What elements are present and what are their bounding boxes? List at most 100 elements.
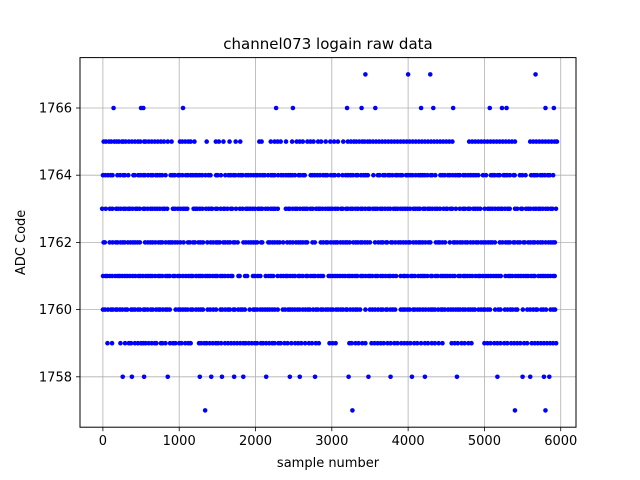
data-point [124,307,130,312]
data-point [354,273,360,279]
data-point [417,206,423,212]
data-point [546,374,552,380]
data-point [431,105,436,111]
data-point [275,206,281,212]
data-point [435,273,440,279]
data-point [532,273,538,279]
data-point [380,240,386,245]
data-point [330,307,336,312]
data-point [520,172,525,178]
data-point [382,172,388,178]
data-point [527,374,533,380]
data-point [554,139,560,144]
data-point [498,340,503,346]
data-point [188,139,193,144]
y-axis-label: ADC Code [14,210,29,275]
data-point [197,374,203,380]
data-point [205,240,210,245]
data-point [275,273,280,279]
data-point [367,206,373,212]
data-point [487,307,493,312]
data-point [289,340,294,346]
data-point [327,139,333,144]
data-point [504,105,509,111]
data-point [497,172,502,178]
data-point [312,240,318,245]
data-point [273,105,279,111]
data-point [467,206,473,212]
data-point [324,172,330,178]
data-point [304,240,310,245]
data-point [372,240,378,245]
data-point [167,273,172,279]
data-point [192,240,198,245]
data-point [302,172,308,178]
data-point [242,307,248,312]
data-point [262,172,268,178]
data-point [312,273,318,279]
data-point [225,206,230,212]
data-point [534,307,540,312]
data-point [505,340,510,346]
data-point [333,340,338,346]
data-point [280,240,286,245]
data-point [381,340,387,346]
data-point [305,273,310,279]
data-point [335,139,341,144]
data-point [223,172,228,178]
data-point [218,340,224,346]
data-point [122,240,128,245]
data-point [215,172,221,178]
data-point [278,340,283,346]
data-point [237,273,242,279]
data-point [425,172,430,178]
data-point [190,307,195,312]
data-point [159,273,165,279]
data-point [240,206,245,212]
data-point [363,72,368,77]
data-point [550,206,555,212]
data-point [283,139,289,144]
data-point [551,105,557,111]
data-point [300,273,305,279]
data-point [533,72,538,77]
data-point [340,172,345,178]
data-point [512,408,518,413]
data-point [163,340,168,346]
data-point [153,240,158,245]
data-point [335,206,341,212]
data-point [395,340,400,346]
data-point [102,240,108,245]
data-point [129,374,135,380]
data-point [263,374,269,380]
data-point [447,240,453,245]
data-point [428,240,433,245]
data-point [543,408,548,413]
data-point [159,172,165,178]
data-point [331,139,337,144]
data-point [344,105,350,111]
data-point [312,374,318,380]
data-point [483,172,489,178]
data-point [259,240,265,245]
data-point [300,139,306,144]
data-point [200,240,206,245]
data-point [229,206,235,212]
data-point [142,172,148,178]
data-point [219,374,225,380]
data-point [357,307,363,312]
data-point [470,273,475,279]
data-point [543,307,549,312]
data-point [350,172,356,178]
data-point [366,374,371,380]
x-tick-label: 0 [99,434,107,449]
data-point [519,206,525,212]
data-point [233,172,238,178]
data-point [110,172,115,178]
data-point [227,240,233,245]
data-point [179,340,184,346]
data-point [347,240,352,245]
data-point [185,307,190,312]
data-point [199,172,205,178]
y-tick-label: 1764 [39,169,72,184]
